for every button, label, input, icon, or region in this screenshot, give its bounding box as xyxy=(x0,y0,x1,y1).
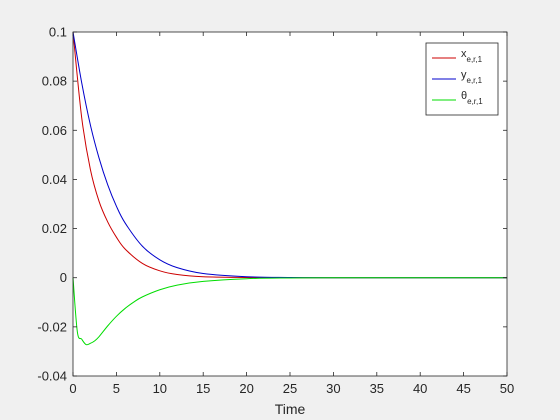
x-tick-label: 15 xyxy=(196,381,210,396)
x-tick-label: 40 xyxy=(413,381,427,396)
y-tick-label: 0 xyxy=(60,270,67,285)
legend-entry-y: ye,r,1 xyxy=(461,69,483,85)
legend-entry-theta: θe,r,1 xyxy=(461,90,483,106)
y-tick-label: 0.06 xyxy=(42,123,67,138)
y-tick-label: -0.04 xyxy=(37,369,67,384)
x-tick-label: 10 xyxy=(153,381,167,396)
series-theta-line xyxy=(72,277,507,346)
y-tick-label: 0.08 xyxy=(42,74,67,89)
x-tick-label: 35 xyxy=(370,381,384,396)
y-tick-label: 0.04 xyxy=(42,172,67,187)
x-tick-label: 45 xyxy=(456,381,470,396)
x-axis-label: Time xyxy=(275,401,306,417)
y-tick-label: -0.02 xyxy=(37,319,67,334)
x-tick-label: 20 xyxy=(239,381,253,396)
legend-entry-x: xe,r,1 xyxy=(461,48,483,64)
x-tick-label: 25 xyxy=(283,381,297,396)
series-layer xyxy=(72,31,507,346)
y-tick-label: 0.02 xyxy=(42,221,67,236)
x-tick-label: 0 xyxy=(69,381,76,396)
tick-layer: 0 5 10 15 20 25 30 35 40 45 50 -0.04 -0.02 0 0.02 0.04 0… xyxy=(37,25,514,397)
y-tick-label: 0.1 xyxy=(49,25,67,40)
x-tick-label: 50 xyxy=(500,381,514,396)
x-tick-label: 5 xyxy=(113,381,120,396)
x-tick-label: 30 xyxy=(326,381,340,396)
legend: xe,r,1 ye,r,1 θe,r,1 xyxy=(425,42,499,116)
